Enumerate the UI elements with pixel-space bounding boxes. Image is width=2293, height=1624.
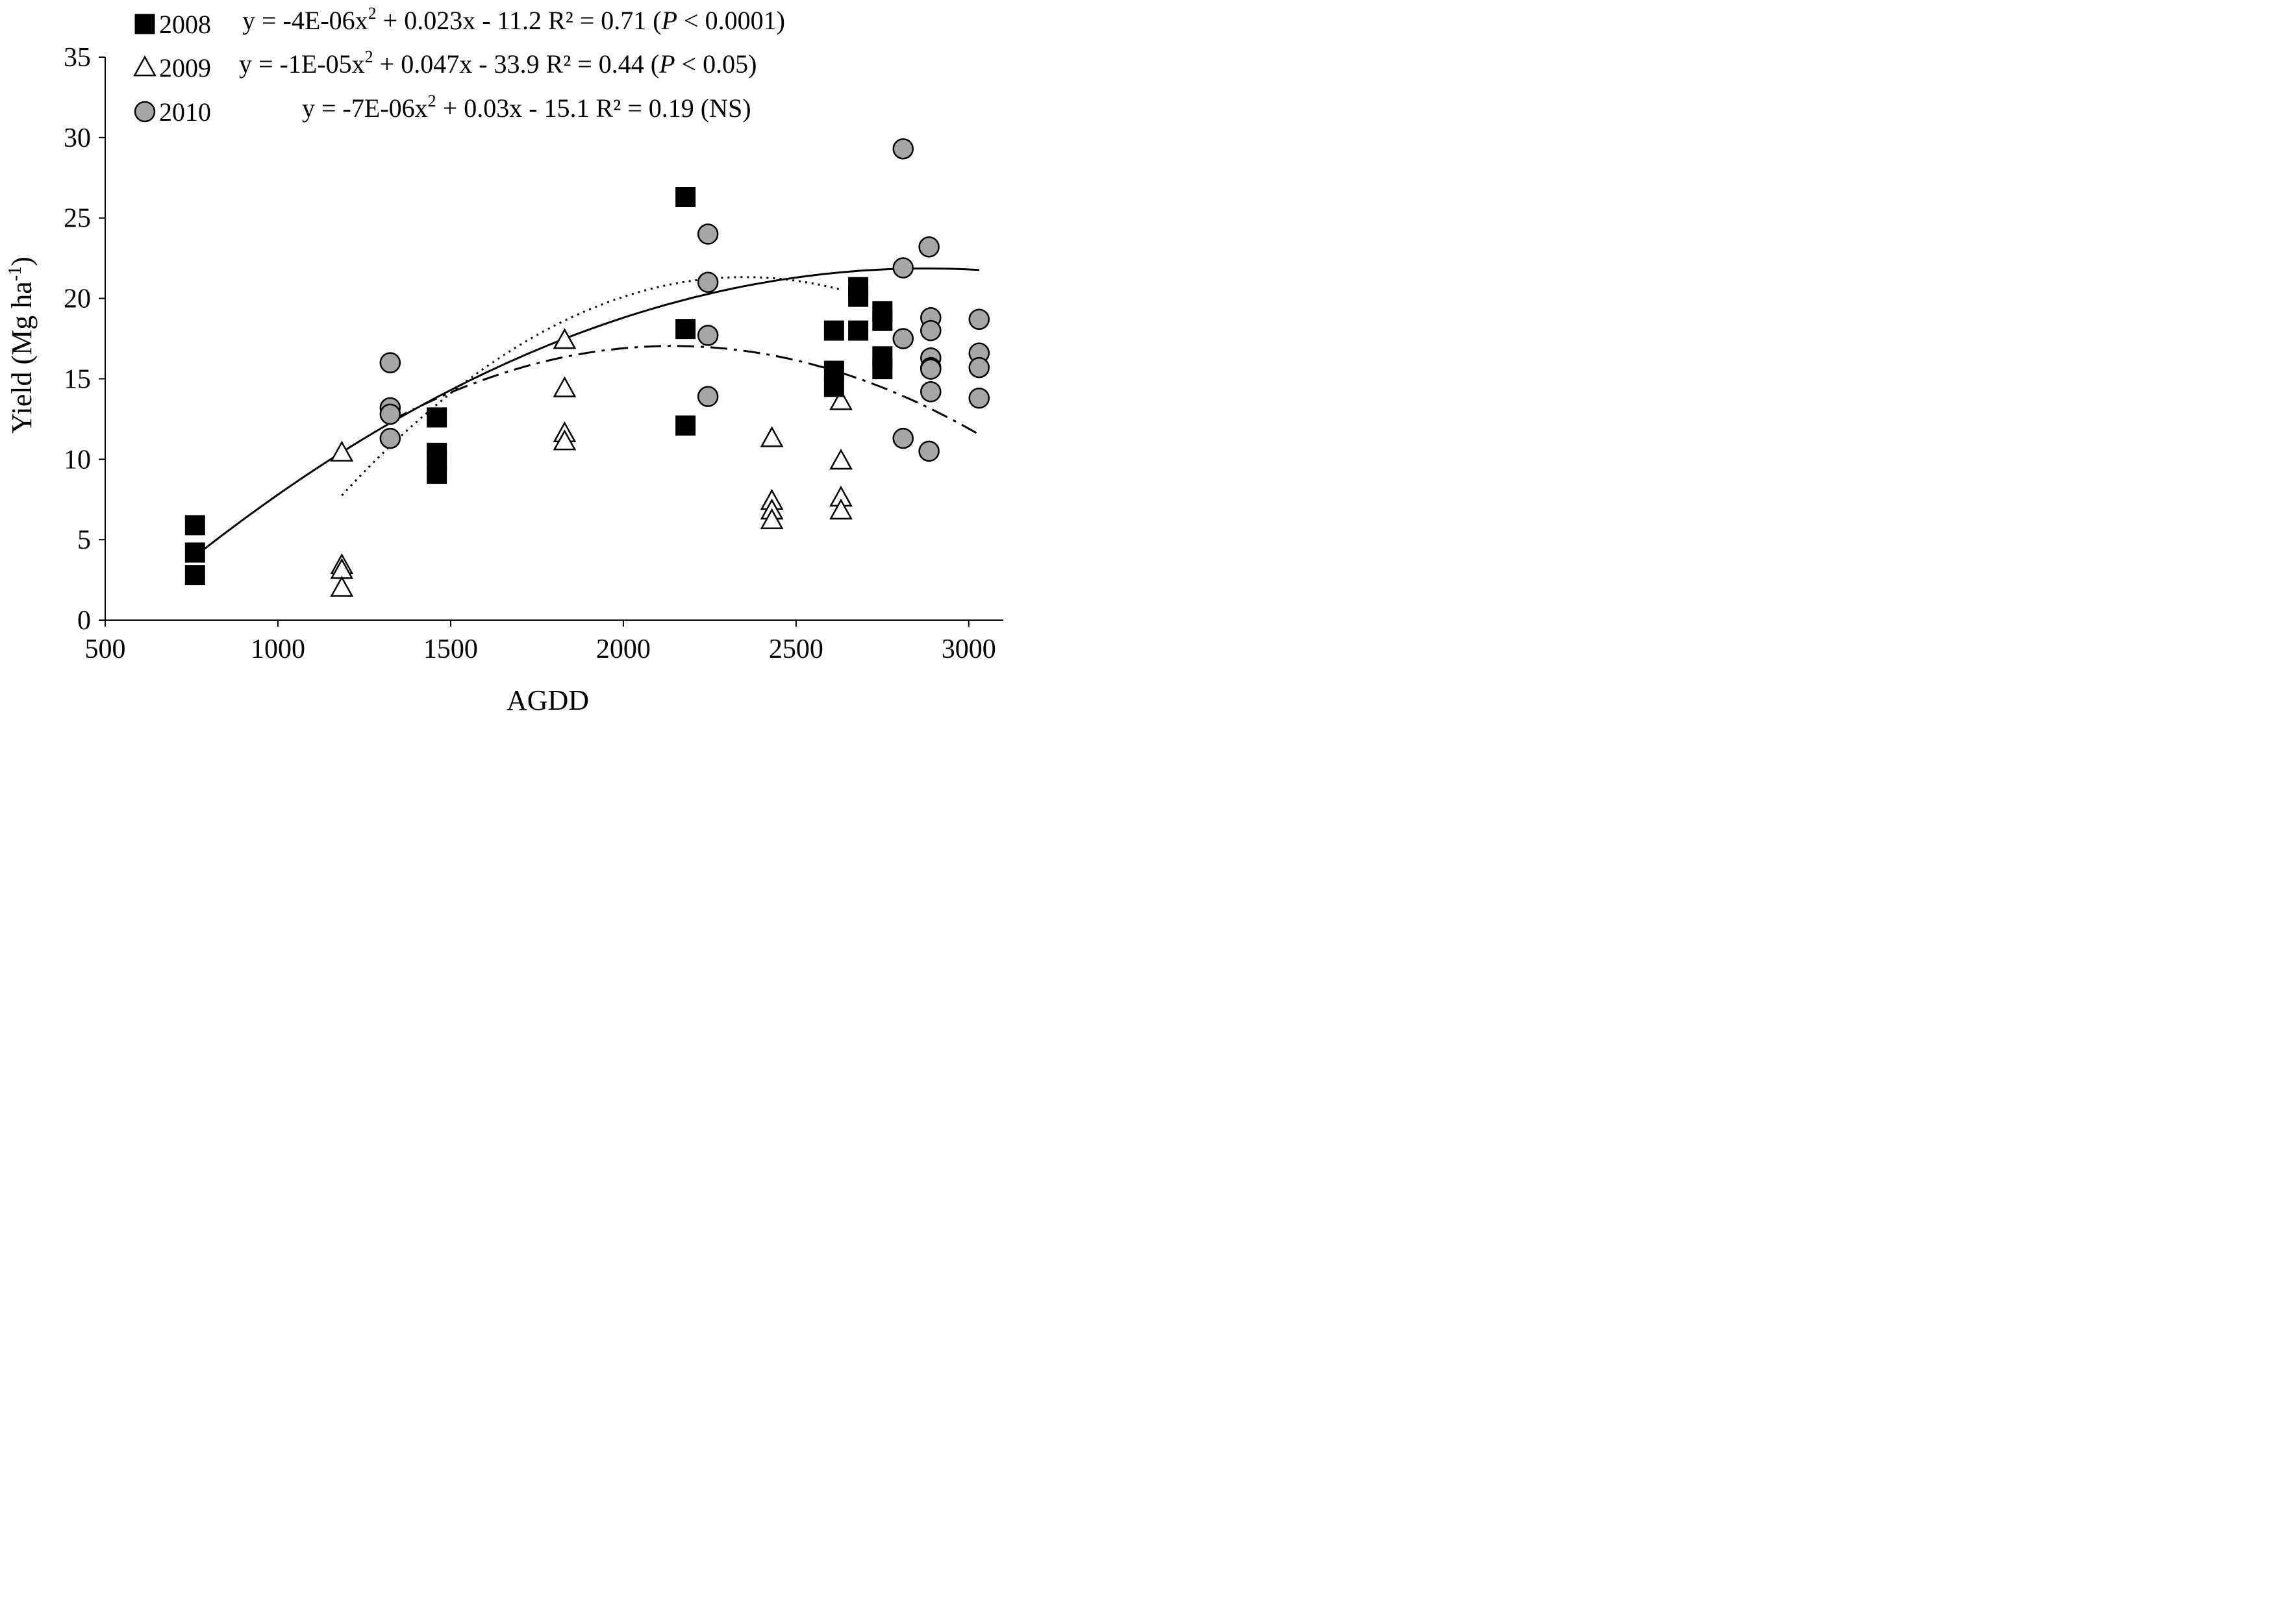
data-point-2010	[697, 325, 719, 346]
data-point-2008	[184, 515, 205, 536]
y-tick-label: 25	[64, 204, 91, 234]
y-tick-label: 5	[77, 525, 91, 555]
x-axis-title: AGDD	[507, 684, 589, 714]
data-point-2009	[553, 328, 577, 349]
data-point-2010	[379, 352, 401, 373]
data-point-2010	[918, 440, 940, 462]
data-point-2009	[330, 575, 354, 597]
data-point-2010	[968, 387, 990, 409]
axes: 500 1000 1500 2000 2500 3000 0 5 10 15 20 25 30 35 AGD…	[5, 43, 1003, 714]
legend-marker-2010	[134, 101, 156, 123]
equation-2010: y = -7E-06x2 + 0.03x - 15.1 R² = 0.19 (N…	[302, 92, 751, 123]
y-tick-label: 35	[64, 43, 91, 73]
data-point-2008	[675, 415, 696, 436]
x-tick-label: 2000	[596, 634, 651, 664]
data-point-2008	[184, 542, 205, 563]
data-point-2009	[553, 429, 577, 451]
equation-r-squared: R² = 0.19 (NS)	[596, 94, 751, 123]
data-point-2008	[872, 359, 893, 380]
data-point-2008	[872, 310, 893, 331]
data-point-2010	[920, 358, 942, 380]
data-point-2010	[918, 236, 940, 258]
legend-label-2009: 2009	[159, 53, 211, 82]
data-point-2008	[848, 286, 869, 307]
fit-curve-2010	[391, 345, 980, 436]
equation-r-squared: R² = 0.71 (	[548, 6, 662, 35]
y-tick-label: 30	[64, 123, 91, 153]
legend-marker-2008	[134, 14, 155, 34]
data-point-2010	[968, 356, 990, 379]
data-point-2010	[379, 403, 401, 425]
data-point-2008	[675, 319, 696, 340]
legend: 2008 y = -4E-06x2 + 0.023x - 11.2 R² = 0.…	[133, 4, 785, 127]
y-tick-label: 15	[64, 364, 91, 394]
y-tick-label: 0	[77, 606, 91, 636]
y-axis-title-superscript: -1	[5, 266, 25, 281]
data-point-2010	[892, 257, 914, 279]
data-point-2008	[427, 464, 447, 484]
x-tick-label: 1500	[423, 634, 478, 664]
data-point-2010	[892, 138, 914, 160]
equation-term: y = -7E-06x	[302, 94, 428, 123]
equation-term: + 0.047x - 33.9	[373, 49, 546, 79]
data-point-2009	[829, 448, 853, 470]
data-point-2008	[823, 320, 844, 341]
data-point-2008	[823, 377, 844, 397]
fit-curve-2009	[341, 276, 842, 497]
equation-p-symbol: P	[661, 6, 677, 35]
data-point-2010	[697, 386, 719, 407]
equation-term: y = -4E-06x	[242, 6, 368, 35]
x-tick-label: 2500	[769, 634, 823, 664]
legend-label-2008: 2008	[159, 10, 211, 39]
x-tick-label: 3000	[942, 634, 996, 664]
data-point-2010	[697, 223, 719, 245]
data-points	[184, 138, 990, 597]
equation-term: + 0.03x - 15.1	[436, 94, 596, 123]
data-point-2010	[920, 319, 942, 342]
x-tick-label: 1000	[251, 634, 305, 664]
equation-2008: y = -4E-06x2 + 0.023x - 11.2 R² = 0.71 (…	[242, 4, 785, 35]
data-point-2010	[379, 427, 401, 449]
y-axis-title-main: Yield (Mg ha	[6, 281, 38, 434]
y-tick-label: 10	[64, 445, 91, 475]
x-tick-label: 500	[85, 634, 126, 664]
y-axis-title-close: )	[6, 256, 38, 266]
data-point-2008	[184, 565, 205, 586]
equation-exponent: 2	[365, 47, 373, 66]
data-point-2010	[920, 381, 942, 403]
data-point-2008	[848, 320, 869, 341]
data-point-2009	[760, 508, 784, 529]
equation-term: y = -1E-05x	[239, 49, 365, 79]
data-point-2008	[427, 407, 447, 428]
data-point-2009	[829, 498, 853, 519]
data-point-2010	[697, 271, 719, 294]
data-point-2009	[829, 389, 853, 410]
fit-curves	[194, 268, 980, 557]
legend-marker-2009	[133, 55, 157, 77]
data-point-2008	[675, 187, 696, 208]
equation-2009: y = -1E-05x2 + 0.047x - 33.9 R² = 0.44 (…	[239, 47, 757, 79]
data-point-2009	[330, 440, 354, 462]
equation-exponent: 2	[428, 92, 436, 110]
data-point-2010	[968, 308, 990, 331]
equation-p-symbol: P	[658, 49, 675, 79]
y-axis-title: Yield (Mg ha-1)	[5, 256, 38, 434]
legend-label-2010: 2010	[159, 97, 211, 127]
equation-r-squared: R² = 0.44 (	[546, 49, 660, 79]
data-point-2009	[553, 376, 577, 397]
y-tick-label: 20	[64, 284, 91, 314]
data-point-2010	[892, 328, 914, 349]
fit-curve-2008	[194, 268, 979, 557]
yield-vs-agdd-chart: 500 1000 1500 2000 2500 3000 0 5 10 15 20 25 30 35 AGD…	[5, 4, 1003, 714]
equation-p-value: < 0.05)	[675, 49, 757, 79]
data-point-2009	[760, 426, 784, 447]
equation-exponent: 2	[368, 4, 377, 23]
equation-p-value: < 0.0001)	[677, 6, 785, 35]
data-point-2010	[892, 427, 914, 449]
equation-term: + 0.023x - 11.2	[377, 6, 548, 35]
